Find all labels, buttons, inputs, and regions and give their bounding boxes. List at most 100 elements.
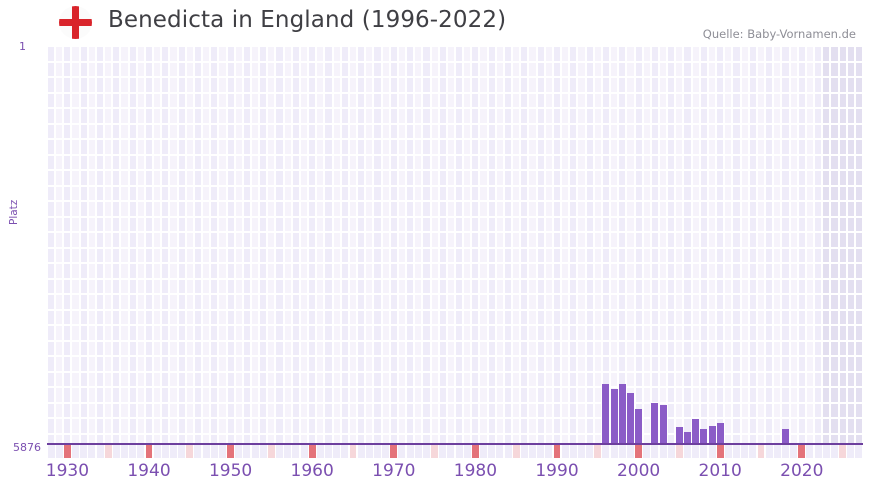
grid-cell	[627, 326, 634, 340]
grid-cell	[798, 419, 805, 433]
grid-cell	[211, 171, 218, 185]
grid-cell	[431, 419, 438, 433]
grid-cell	[268, 62, 275, 76]
grid-cell	[643, 93, 650, 107]
grid-cell	[766, 109, 773, 123]
grid-cell	[602, 326, 610, 340]
grid-cell	[815, 171, 822, 185]
grid-cell	[374, 295, 381, 309]
grid-cell	[358, 47, 365, 61]
grid-cell	[831, 248, 838, 262]
grid-cell	[578, 93, 585, 107]
grid-cell	[619, 233, 626, 247]
grid-cell	[96, 171, 104, 185]
grid-cell	[407, 155, 414, 169]
grid-cell	[562, 217, 569, 231]
grid-cell	[243, 62, 250, 76]
grid-cell	[570, 202, 577, 216]
grid-cell	[611, 109, 618, 123]
grid-cell	[292, 264, 299, 278]
grid-cell	[513, 202, 520, 216]
grid-cell	[839, 202, 846, 216]
grid-cell	[219, 434, 226, 444]
grid-cell	[602, 155, 610, 169]
grid-cell	[284, 326, 291, 340]
grid-cell	[219, 124, 226, 138]
grid-cell	[358, 434, 365, 444]
grid-cell	[447, 47, 454, 61]
grid-cell	[105, 264, 112, 278]
grid-cell	[602, 93, 610, 107]
bar	[618, 383, 626, 444]
grid-cell	[243, 419, 250, 433]
grid-cell	[529, 248, 536, 262]
grid-cell	[439, 419, 446, 433]
grid-cell	[570, 310, 577, 324]
grid-cell	[831, 186, 838, 200]
grid-cell	[815, 109, 822, 123]
grid-cell	[643, 202, 650, 216]
grid-cell	[700, 279, 707, 293]
grid-cell	[284, 403, 291, 417]
grid-cell	[562, 233, 569, 247]
x-tick-marker	[700, 445, 708, 458]
grid-cell	[619, 248, 626, 262]
grid-cell	[660, 93, 667, 107]
grid-cell	[235, 140, 242, 154]
grid-cell	[56, 248, 63, 262]
grid-cell	[260, 341, 267, 355]
grid-cell	[390, 357, 397, 371]
grid-cell	[252, 310, 259, 324]
grid-cell	[521, 310, 528, 324]
grid-cell	[782, 186, 789, 200]
grid-cell	[733, 372, 740, 386]
grid-cell	[276, 140, 283, 154]
grid-cell	[398, 93, 406, 107]
grid-cell	[113, 372, 120, 386]
grid-cell	[423, 140, 430, 154]
grid-cell	[382, 434, 389, 444]
grid-cell	[725, 78, 732, 92]
grid-cell	[766, 279, 773, 293]
grid-cell	[349, 155, 357, 169]
grid-cell	[358, 264, 365, 278]
grid-cell	[154, 403, 161, 417]
grid-cell	[382, 326, 389, 340]
grid-cell	[219, 186, 226, 200]
grid-cell	[341, 310, 348, 324]
grid-cell	[668, 186, 675, 200]
grid-cell	[815, 264, 822, 278]
grid-cell	[456, 326, 463, 340]
grid-cell	[643, 171, 650, 185]
grid-cell	[570, 171, 577, 185]
grid-cell	[300, 357, 308, 371]
grid-cell	[145, 326, 153, 340]
grid-cell	[276, 248, 283, 262]
grid-cell	[488, 62, 495, 76]
grid-cell	[227, 310, 234, 324]
grid-cell	[48, 372, 55, 386]
grid-cell	[553, 357, 561, 371]
grid-cell	[398, 434, 406, 444]
grid-cell	[178, 248, 185, 262]
grid-cell	[529, 341, 536, 355]
grid-cell	[333, 233, 340, 247]
grid-cell	[56, 341, 63, 355]
grid-cell	[333, 93, 340, 107]
grid-cell	[480, 202, 487, 216]
grid-cell	[480, 388, 487, 402]
grid-cell	[676, 233, 683, 247]
grid-cell	[211, 403, 218, 417]
grid-cell	[186, 434, 193, 444]
grid-cell	[504, 434, 512, 444]
grid-cell	[684, 186, 691, 200]
grid-cell	[749, 326, 756, 340]
grid-cell	[619, 341, 626, 355]
grid-cell	[203, 279, 210, 293]
grid-cell	[700, 217, 707, 231]
grid-cell	[562, 388, 569, 402]
grid-cell	[194, 233, 202, 247]
grid-cell	[472, 419, 479, 433]
grid-cell	[480, 155, 487, 169]
grid-cell	[317, 372, 324, 386]
